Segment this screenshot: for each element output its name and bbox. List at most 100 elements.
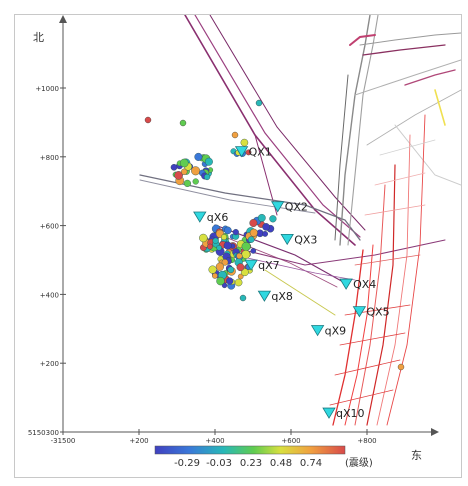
- station-marker-icon: [280, 233, 294, 246]
- seismic-event: [192, 178, 199, 185]
- colorbar-tick-label: 0.48: [270, 458, 292, 469]
- seismic-event: [227, 266, 235, 274]
- seismic-event: [262, 223, 270, 231]
- seismic-event: [232, 229, 239, 236]
- seismic-event: [241, 249, 251, 259]
- seismic-events: [144, 99, 405, 371]
- y-tick-label: +200: [40, 360, 59, 368]
- station-qx9: qX9: [310, 325, 347, 338]
- station-marker-icon: [234, 146, 249, 158]
- station-label: QX4: [353, 278, 376, 291]
- seismic-event: [180, 168, 188, 176]
- seismic-event: [397, 363, 405, 371]
- station-marker-icon: [352, 306, 367, 318]
- station-qx4: QX4: [339, 278, 376, 291]
- seismic-event: [194, 152, 203, 161]
- seismic-event: [144, 116, 152, 124]
- sensor-stations: QX1 QX2 QX3 qX6 qX7 qX8 QX4 QX5 qX9 qX10: [193, 146, 390, 420]
- station-qx6: qX6: [193, 211, 229, 224]
- seismic-event: [221, 258, 229, 266]
- y-tick-label: +800: [40, 154, 59, 162]
- seismic-event: [234, 278, 243, 287]
- microseismic-map: 北 东 +1000 +800 +600 +400 +200 5150300 -31500 +…: [28, 14, 462, 469]
- station-marker-icon: [339, 278, 353, 290]
- seismic-event: [204, 157, 213, 166]
- station-label: QX5: [366, 306, 389, 319]
- magnitude-colorbar: -0.29 -0.03 0.23 0.48 0.74 (震级): [154, 445, 373, 469]
- seismic-event: [269, 215, 277, 223]
- colorbar-tick-label: 0.74: [300, 458, 322, 469]
- station-marker-icon: [322, 407, 336, 419]
- colorbar-tick-label: -0.29: [174, 458, 200, 469]
- station-marker-icon: [193, 211, 207, 223]
- station-label: qX7: [258, 259, 280, 272]
- seismic-event: [239, 294, 247, 302]
- x-tick-label: +800: [357, 437, 376, 445]
- seismic-event: [220, 234, 227, 241]
- seismic-event: [241, 241, 251, 251]
- seismic-event: [215, 262, 225, 271]
- seismic-event: [255, 99, 263, 107]
- seismic-event: [183, 179, 192, 188]
- station-qx7: qX7: [244, 259, 280, 272]
- station-label: qX10: [336, 407, 365, 420]
- station-label: QX2: [285, 201, 308, 214]
- seismic-event: [236, 263, 245, 272]
- x-tick-label: +600: [281, 437, 300, 445]
- seismic-event: [212, 237, 219, 244]
- y-tick-label: +600: [40, 223, 59, 231]
- x-tick-label: +200: [129, 437, 148, 445]
- station-marker-icon: [244, 259, 258, 271]
- seismic-event: [236, 252, 243, 260]
- x-tick-label: +400: [205, 437, 224, 445]
- seismic-event: [257, 213, 266, 222]
- x-ticks: -31500 +200 +400 +600 +800: [51, 429, 377, 445]
- seismic-event: [226, 277, 234, 285]
- seismic-event: [191, 166, 201, 176]
- seismic-event: [211, 272, 218, 279]
- colorbar-tick-label: -0.03: [206, 458, 232, 469]
- y-tick-label: 5150300: [28, 429, 59, 437]
- station-label: qX6: [207, 211, 229, 224]
- map-frame: 北 东 +1000 +800 +600 +400 +200 5150300 -31500 +…: [14, 14, 462, 478]
- roadway-network: [139, 14, 462, 426]
- seismic-event: [247, 236, 255, 243]
- seismic-event: [223, 226, 232, 235]
- seismic-event: [249, 228, 258, 237]
- seismic-event: [223, 241, 232, 250]
- y-ticks: +1000 +800 +600 +400 +200 5150300: [28, 85, 66, 437]
- seismic-event: [262, 230, 269, 237]
- station-label: qX8: [271, 290, 293, 303]
- seismic-event: [240, 268, 249, 277]
- seismic-event: [237, 273, 244, 280]
- x-tick-label: -31500: [51, 437, 76, 445]
- seismic-event: [179, 158, 189, 168]
- seismic-event: [170, 163, 178, 171]
- seismic-event: [240, 138, 249, 147]
- colorbar-tick-label: 0.23: [240, 458, 262, 469]
- station-marker-icon: [270, 201, 285, 213]
- seismic-event: [179, 119, 187, 127]
- seismic-event: [216, 244, 222, 251]
- seismic-event: [250, 248, 257, 254]
- seismic-event: [174, 171, 183, 180]
- y-tick-label: +1000: [35, 85, 59, 93]
- seismic-event: [199, 233, 208, 243]
- station-qx1: QX1: [234, 146, 272, 159]
- station-qx8: qX8: [257, 290, 293, 303]
- station-qx2: QX2: [270, 201, 308, 214]
- seismic-event: [231, 131, 239, 139]
- north-label: 北: [33, 31, 44, 44]
- east-label: 东: [411, 449, 422, 462]
- colorbar-unit-label: (震级): [345, 457, 373, 469]
- station-label: qX9: [325, 325, 347, 338]
- station-marker-icon: [257, 290, 272, 302]
- station-qx10: qX10: [322, 407, 365, 420]
- seismic-event: [216, 276, 225, 286]
- seismic-event: [207, 243, 213, 250]
- seismic-event: [204, 173, 211, 181]
- station-marker-icon: [310, 325, 325, 337]
- station-qx5: QX5: [352, 306, 390, 319]
- station-qx3: QX3: [280, 233, 317, 246]
- seismic-event: [249, 218, 258, 227]
